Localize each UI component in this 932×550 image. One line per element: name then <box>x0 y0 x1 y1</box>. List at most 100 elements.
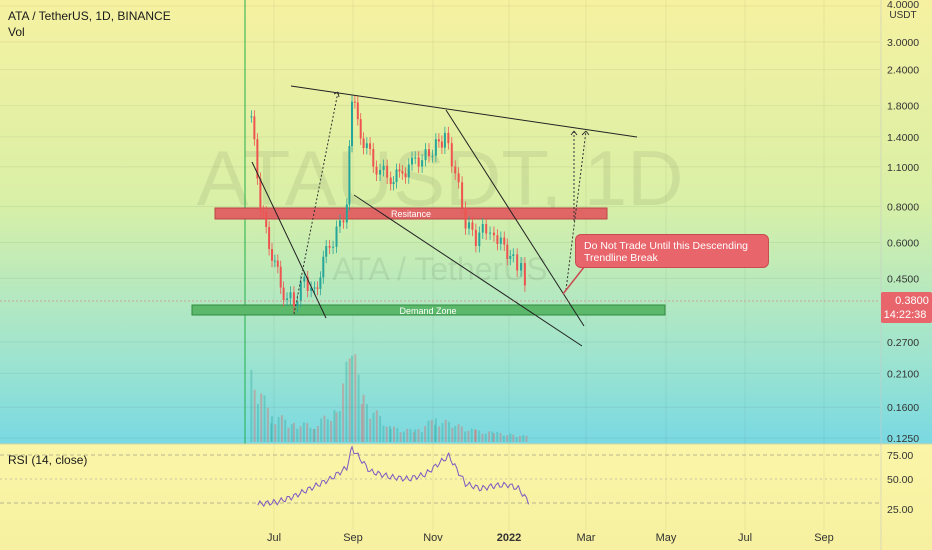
volume-bar <box>348 358 351 442</box>
candle-body <box>265 212 268 228</box>
candle-body <box>299 281 302 301</box>
price-tick-label: 0.6000 <box>887 237 919 249</box>
candle-body <box>250 116 253 118</box>
candle-body <box>427 149 430 157</box>
time-tick-label: Jul <box>267 532 281 544</box>
rsi-pane-bg <box>0 444 932 550</box>
candle-body <box>372 148 375 167</box>
volume-bar <box>302 422 305 442</box>
projection-right <box>565 130 587 291</box>
volume-bar <box>509 433 512 442</box>
upper-trendline[interactable] <box>290 85 638 138</box>
candle-body <box>489 232 492 234</box>
candle-body <box>447 132 450 144</box>
candle-body <box>316 287 319 289</box>
candle-body <box>253 116 256 140</box>
candle-body <box>382 165 385 170</box>
volume-bar <box>365 403 368 442</box>
projection-left-arrow-icon <box>333 91 340 98</box>
volume-bar <box>372 412 375 442</box>
volume-bar <box>313 429 316 442</box>
candle-body <box>256 139 259 179</box>
volume-bar <box>320 418 323 442</box>
time-scale[interactable]: Jul Sep Nov 2022 Mar May Jul Sep <box>267 532 834 544</box>
rsi-legend[interactable]: RSI (14, close) <box>8 453 88 467</box>
candle-body <box>348 146 351 205</box>
price-tick-label: 0.1250 <box>887 433 919 445</box>
candle-body <box>506 244 509 259</box>
countdown-value: 14:22:38 <box>884 309 927 321</box>
volume-bar <box>481 433 484 442</box>
volume-bar <box>292 422 295 442</box>
candle-body <box>407 164 410 178</box>
currency-label: USDT <box>889 10 916 21</box>
volume-bar <box>296 428 299 442</box>
price-candles <box>250 95 526 313</box>
price-tick-label: 0.2700 <box>887 337 919 349</box>
candle-body <box>276 260 279 267</box>
candle-body <box>306 276 309 291</box>
volume-bar <box>357 374 360 442</box>
volume-bar <box>467 430 470 442</box>
trade-note-callout[interactable]: Do Not Trade Until this Descending Trend… <box>575 234 769 268</box>
volume-bar <box>338 411 341 442</box>
candle-body <box>273 260 276 262</box>
candle-body <box>523 263 526 286</box>
candle-body <box>443 132 446 148</box>
rsi-line <box>257 445 529 508</box>
candle-body <box>365 143 368 149</box>
volume-bar <box>382 425 385 442</box>
volume-bar <box>412 432 415 442</box>
candle-body <box>332 246 335 248</box>
demand-zone[interactable] <box>191 304 666 316</box>
candle-body <box>319 277 322 289</box>
candle-body <box>356 102 359 120</box>
lower-trendline[interactable] <box>353 194 583 347</box>
price-scale[interactable]: 4.0000 3.0000 2.4000 1.8000 1.4000 1.1000 0.80… <box>887 0 919 445</box>
candle-body <box>457 173 460 183</box>
volume-bar <box>420 432 423 442</box>
resistance-zone[interactable] <box>214 207 608 220</box>
candle-body <box>471 222 474 230</box>
price-tick-label: 2.4000 <box>887 65 919 77</box>
volume-bar <box>306 423 309 442</box>
volume-bar <box>492 433 495 442</box>
symbol-legend[interactable]: ATA / TetherUS, 1D, BINANCE <box>8 9 171 23</box>
candle-body <box>481 224 484 233</box>
volume-bar <box>448 421 451 442</box>
candle-body <box>282 287 285 301</box>
candle-body <box>310 287 313 291</box>
candle-body <box>401 171 404 174</box>
volume-bar <box>417 429 420 442</box>
volume-bar <box>274 424 277 442</box>
volume-bar <box>438 426 441 442</box>
price-tick-label: 0.4500 <box>887 273 919 285</box>
volume-bar <box>451 427 454 442</box>
volume-bar <box>484 433 487 442</box>
symbol-watermark: ATAUSDT, 1D ATA / TetherUS <box>197 134 684 287</box>
rsi-scale[interactable]: 75.00 50.00 25.00 <box>887 450 913 516</box>
time-tick-label: Nov <box>423 532 443 544</box>
candle-body <box>496 235 499 244</box>
volume-bar <box>496 431 499 442</box>
candle-body <box>461 182 464 208</box>
price-tick-label: 0.2100 <box>887 368 919 380</box>
volume-bar <box>406 428 409 442</box>
volume-bar <box>464 431 467 442</box>
candle-body <box>342 220 345 223</box>
descending-trendline-left[interactable] <box>251 161 327 319</box>
rsi-grid <box>0 454 880 504</box>
candle-body <box>512 254 515 256</box>
volume-bar <box>399 432 402 442</box>
volume-bar <box>379 415 382 442</box>
time-tick-label: Sep <box>343 532 363 544</box>
price-tick-label: 0.8000 <box>887 202 919 214</box>
candle-body <box>345 204 348 223</box>
rsi-tick-label: 75.00 <box>887 450 913 462</box>
candle-body <box>279 266 282 288</box>
volume-legend[interactable]: Vol <box>8 25 25 39</box>
descending-trendline-right[interactable] <box>445 109 585 327</box>
candle-body <box>411 157 413 165</box>
